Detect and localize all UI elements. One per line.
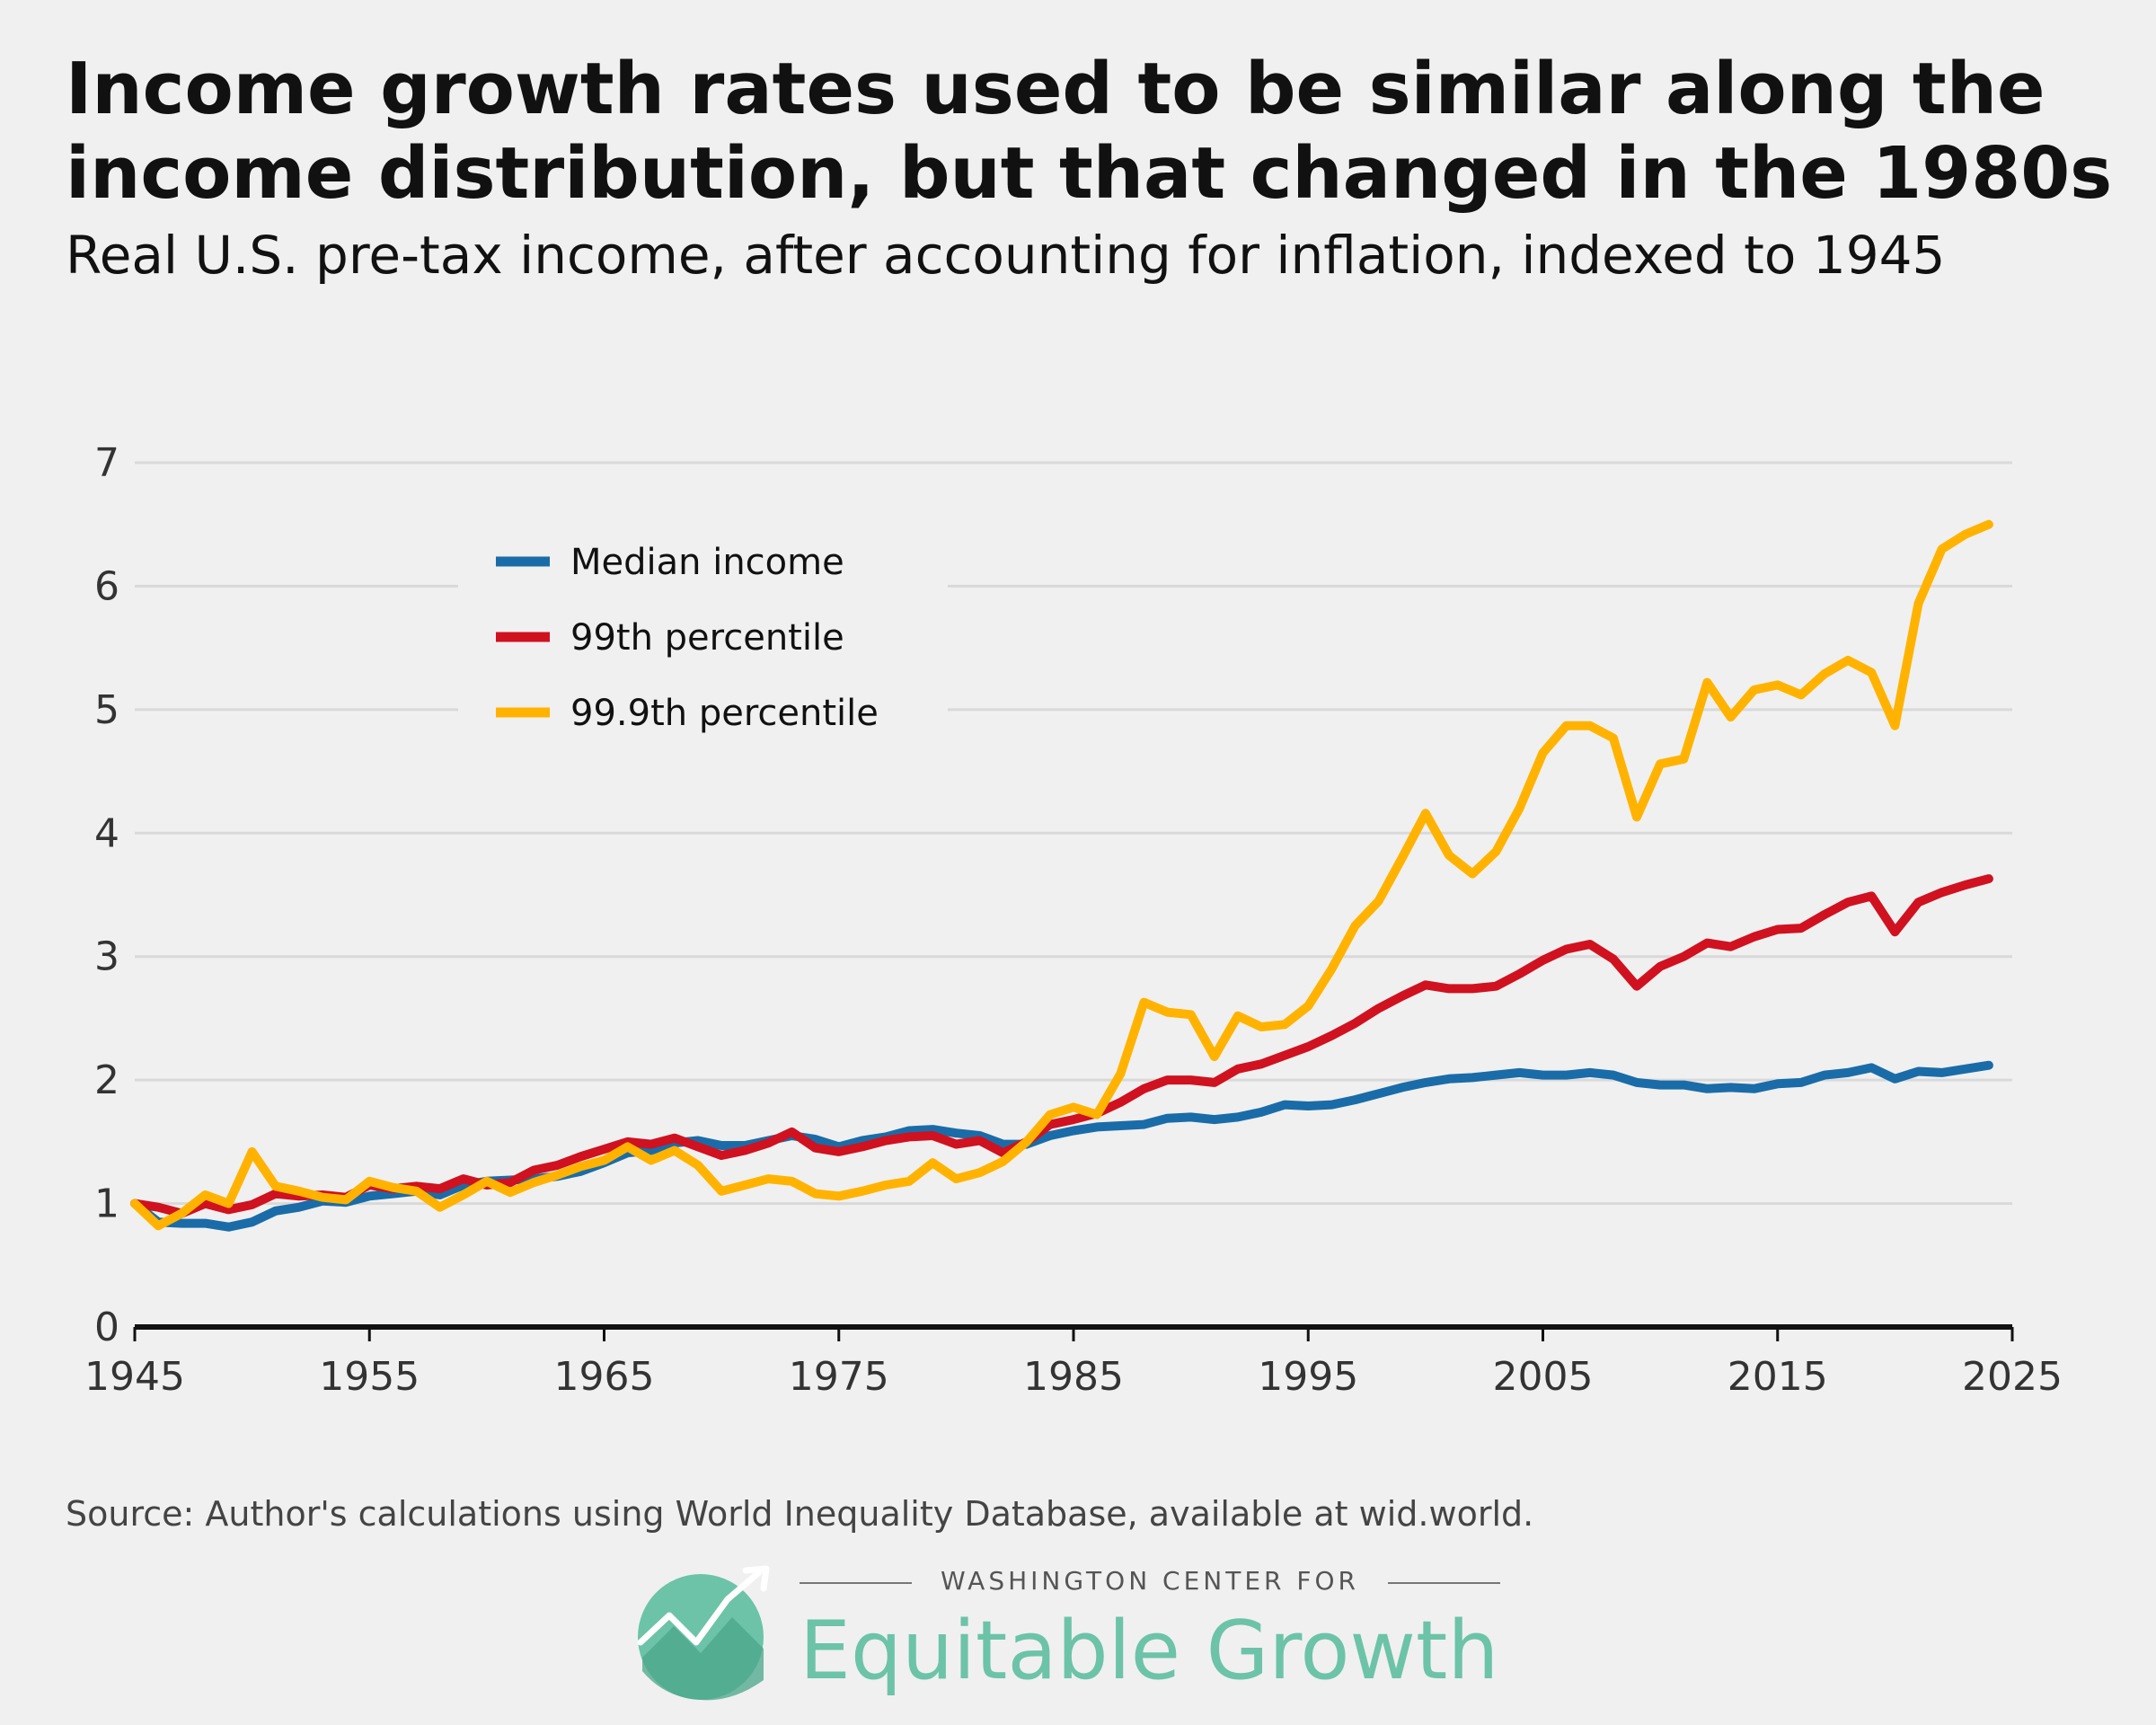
logo-org-line: WASHINGTON CENTER FOR [941, 1566, 1359, 1596]
y-tick-label: 3 [94, 934, 119, 980]
x-tick-label: 2015 [1727, 1354, 1828, 1400]
y-tick-label: 6 [94, 563, 119, 609]
y-tick-label: 7 [94, 440, 119, 486]
series-lines [130, 519, 1993, 1232]
chart-title: Income growth rates used to be similar a… [66, 48, 2113, 215]
series-line [130, 874, 1993, 1218]
legend-background [458, 512, 948, 743]
legend-label: 99th percentile [570, 617, 844, 659]
axes: 0 1 2 3 4 5 6 7 1945 1955 1965 1975 1985 1995 2005 2015… [84, 440, 2063, 1400]
x-tick-label: 1965 [554, 1354, 655, 1400]
series-line [130, 1060, 1993, 1232]
logo-rule-right [1388, 1582, 1500, 1584]
gridlines [135, 461, 2012, 1206]
series-line [130, 519, 1993, 1231]
logo-rule-left [800, 1582, 912, 1584]
line-chart: Median income 99th percentile 99.9th perce… [84, 440, 2063, 1400]
x-tick-label: 1955 [319, 1354, 420, 1400]
logo-name: Equitable Growth [800, 1604, 1499, 1698]
source-note: Source: Author's calculations using Worl… [66, 1494, 1534, 1534]
legend-label: Median income [570, 542, 844, 583]
growth-logo-icon [637, 1565, 770, 1701]
y-tick-label: 2 [94, 1057, 119, 1103]
y-tick-label: 0 [94, 1305, 119, 1350]
x-tick-label: 2025 [1962, 1354, 2063, 1400]
x-tick-label: 2005 [1493, 1354, 1594, 1400]
legend-label: 99.9th percentile [570, 693, 879, 734]
x-tick-label: 1945 [84, 1354, 185, 1400]
y-tick-label: 4 [94, 810, 119, 856]
x-tick-label: 1985 [1023, 1354, 1124, 1400]
equitable-growth-logo: WASHINGTON CENTER FOR Equitable Growth [629, 1559, 1545, 1712]
x-tick-label: 1975 [789, 1354, 889, 1400]
x-tick-label: 1995 [1258, 1354, 1358, 1400]
chart-subtitle: Real U.S. pre-tax income, after accounti… [66, 225, 1946, 286]
y-tick-label: 1 [94, 1181, 119, 1227]
legend: Median income 99th percentile 99.9th perce… [458, 512, 948, 743]
y-tick-label: 5 [94, 687, 119, 733]
